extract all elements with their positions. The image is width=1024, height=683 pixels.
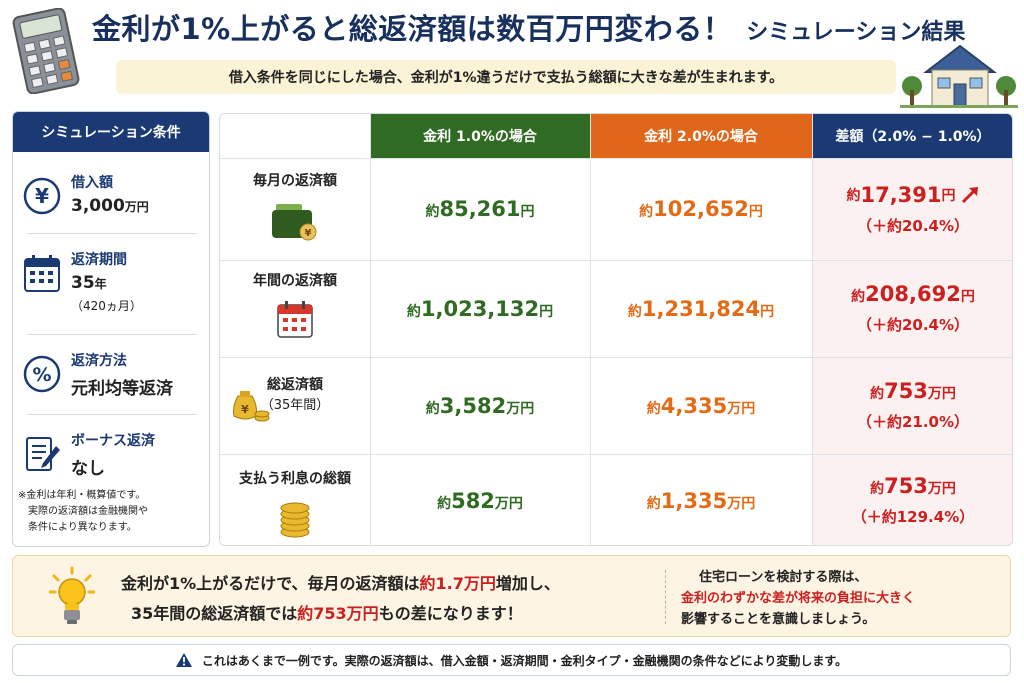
percent-icon: % bbox=[23, 355, 61, 393]
divider bbox=[220, 454, 1012, 455]
summary-advice-2: 金利のわずかな差が将来の負担に大きく bbox=[681, 591, 916, 606]
calendar-icon bbox=[24, 255, 60, 292]
footer-disclaimer: これはあくまで一例です。実際の返済額は、借入金額・返済期間・金利タイプ・金融機関… bbox=[12, 644, 1011, 676]
row-label-monthly: 毎月の返済額 ¥ bbox=[220, 170, 370, 242]
cell-rate1-monthly: 約85,261円 bbox=[425, 197, 535, 221]
cell-rate1-interest: 約582万円 bbox=[437, 488, 523, 513]
condition-value: 元利均等返済 bbox=[71, 379, 173, 399]
lightbulb-icon bbox=[49, 566, 95, 624]
condition-value: 3,000万円 bbox=[71, 196, 149, 216]
cell-rate2-interest: 約1,335万円 bbox=[646, 488, 756, 513]
summary-line-2: 35年間の総返済額では約753万円もの差になります！ bbox=[131, 604, 523, 623]
condition-method: % 返済方法 元利均等返済 bbox=[13, 350, 209, 399]
condition-loan-amount: ¥ 借入額 3,000万円 bbox=[13, 172, 209, 216]
diff-column-bg bbox=[812, 158, 1012, 545]
summary-advice-3: 影響することを意識しましょう。 bbox=[681, 612, 876, 627]
document-pen-icon bbox=[26, 437, 60, 471]
condition-value: なし bbox=[71, 459, 105, 479]
calendar-icon bbox=[277, 301, 313, 338]
divider bbox=[220, 158, 1012, 159]
money-bag-icon: ¥ bbox=[233, 391, 270, 422]
cell-rate1-annual: 約1,023,132円 bbox=[406, 296, 554, 321]
cell-rate2-total: 約4,335万円 bbox=[646, 393, 756, 418]
divider bbox=[812, 114, 813, 545]
column-header-rate1: 金利 1.0%の場合 bbox=[370, 114, 590, 158]
condition-label: 返済方法 bbox=[71, 353, 127, 369]
comparison-table: 金利 1.0%の場合 金利 2.0%の場合 差額（2.0% − 1.0%） 毎月… bbox=[219, 113, 1013, 546]
conditions-panel: シミュレーション条件 ¥ 借入額 3,000万円 返済期間 35年 bbox=[12, 111, 210, 547]
cell-diff-interest: 約753万円 （＋約129.4%） bbox=[851, 474, 975, 526]
condition-bonus: ボーナス返済 なし bbox=[13, 430, 209, 479]
divider bbox=[590, 114, 591, 545]
cell-diff-total: 約753万円 （＋約21.0%） bbox=[856, 379, 970, 431]
divider bbox=[27, 414, 197, 415]
divider bbox=[665, 570, 666, 624]
row-label-total: 総返済額 （35年間） ¥ bbox=[220, 374, 370, 422]
cell-rate2-annual: 約1,231,824円 bbox=[627, 296, 775, 321]
condition-label: 返済期間 bbox=[71, 252, 127, 268]
divider bbox=[27, 233, 197, 234]
up-arrow-icon bbox=[961, 186, 978, 203]
row-label-annual: 年間の返済額 bbox=[220, 270, 370, 340]
conditions-title: シミュレーション条件 bbox=[13, 112, 209, 152]
condition-label: ボーナス返済 bbox=[71, 433, 155, 449]
column-header-rate2: 金利 2.0%の場合 bbox=[590, 114, 812, 158]
footer-text: これはあくまで一例です。実際の返済額は、借入金額・返済期間・金利タイプ・金融機関… bbox=[201, 653, 848, 668]
column-header-diff: 差額（2.0% − 1.0%） bbox=[812, 114, 1012, 158]
divider bbox=[370, 114, 371, 545]
coin-stack-icon bbox=[280, 502, 310, 538]
warning-icon bbox=[175, 653, 192, 667]
row-label-interest: 支払う利息の総額 bbox=[220, 468, 370, 538]
divider bbox=[27, 334, 197, 335]
condition-label: 借入額 bbox=[71, 175, 113, 191]
yen-icon: ¥ bbox=[23, 177, 61, 215]
divider bbox=[220, 260, 1012, 261]
page-subtitle: 借入条件を同じにした場合、金利が1%違うだけで支払う総額に大きな差が生まれます。 bbox=[116, 60, 896, 94]
condition-sub: （420ヵ月） bbox=[71, 299, 142, 313]
divider bbox=[220, 357, 1012, 358]
cell-diff-monthly: 約 17,391 円 （＋約20.4%） bbox=[812, 158, 1012, 260]
summary-line-1: 金利が1%上がるだけで、毎月の返済額は約1.7万円増加し、 bbox=[121, 574, 560, 593]
page-title-suffix: シミュレーション結果 bbox=[746, 20, 966, 45]
wallet-icon: ¥ bbox=[272, 204, 317, 241]
house-icon bbox=[900, 44, 1018, 108]
page-title: 金利が1%上がると総返済額は数百万円変わる！ シミュレーション結果 bbox=[92, 6, 965, 50]
svg-text:¥: ¥ bbox=[241, 403, 249, 416]
calculator-icon bbox=[12, 8, 80, 94]
svg-text:¥: ¥ bbox=[35, 184, 49, 208]
svg-text:%: % bbox=[32, 364, 51, 386]
condition-term: 返済期間 35年 （420ヵ月） bbox=[13, 249, 209, 314]
cell-rate2-monthly: 約102,652円 bbox=[639, 197, 763, 221]
svg-text:¥: ¥ bbox=[305, 228, 312, 239]
summary-box: 金利が1%上がるだけで、毎月の返済額は約1.7万円増加し、 35年間の総返済額で… bbox=[12, 555, 1011, 637]
cell-diff-annual: 約208,692円 （＋約20.4%） bbox=[851, 282, 975, 334]
page-title-main: 金利が1%上がると総返済額は数百万円変わる！ bbox=[92, 12, 733, 46]
summary-advice-1: 住宅ローンを検討する際は、 bbox=[699, 570, 868, 585]
cell-rate1-total: 約3,582万円 bbox=[425, 393, 535, 418]
conditions-note: ※金利は年利・概算値です。 実際の返済額は金融機関や 条件により異なります。 bbox=[18, 490, 148, 533]
condition-value: 35年 bbox=[71, 273, 107, 293]
